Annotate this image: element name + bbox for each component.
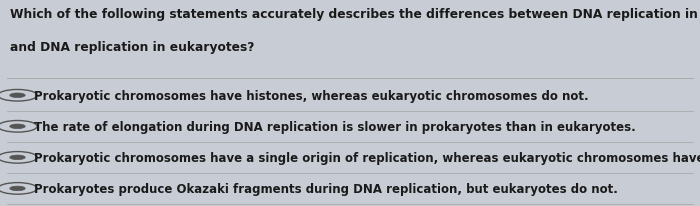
Circle shape — [10, 155, 25, 160]
Circle shape — [10, 94, 25, 98]
Circle shape — [10, 124, 25, 129]
Circle shape — [10, 186, 25, 191]
Text: and DNA replication in eukaryotes?: and DNA replication in eukaryotes? — [10, 41, 255, 54]
Text: Prokaryotic chromosomes have a single origin of replication, whereas eukaryotic : Prokaryotic chromosomes have a single or… — [34, 151, 700, 164]
Text: Prokaryotes produce Okazaki fragments during DNA replication, but eukaryotes do : Prokaryotes produce Okazaki fragments du… — [34, 182, 617, 195]
Text: Which of the following statements accurately describes the differences between D: Which of the following statements accura… — [10, 8, 700, 21]
Text: Prokaryotic chromosomes have histones, whereas eukaryotic chromosomes do not.: Prokaryotic chromosomes have histones, w… — [34, 89, 588, 102]
Text: The rate of elongation during DNA replication is slower in prokaryotes than in e: The rate of elongation during DNA replic… — [34, 120, 636, 133]
